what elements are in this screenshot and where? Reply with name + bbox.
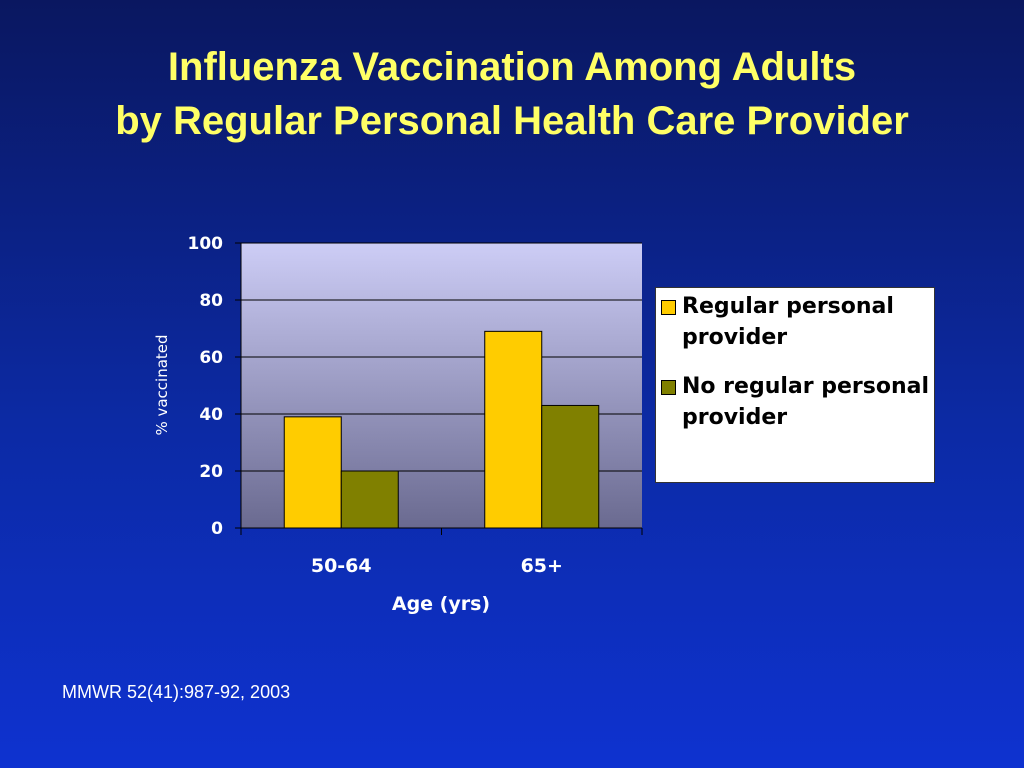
legend-label-regular: Regular personal provider: [682, 294, 894, 350]
y-tick-label: 20: [199, 462, 223, 482]
bar-no-regular-50-64: [340, 470, 399, 529]
axes: [235, 242, 643, 535]
category-labels: 50-64 65+: [311, 555, 563, 577]
title-line-2: by Regular Personal Health Care Provider: [115, 99, 909, 143]
x-category-label: 65+: [521, 555, 563, 577]
y-axis-title: % vaccinated: [153, 334, 171, 435]
y-tick-label: 100: [188, 234, 224, 254]
bar-regular-65+: [484, 330, 543, 529]
legend-item-no-regular: No regular personal provider: [661, 371, 934, 433]
bars: [283, 330, 600, 529]
x-axis-title: Age (yrs): [392, 593, 490, 615]
legend-label-no-regular: No regular personal provider: [682, 374, 930, 430]
legend-swatch-no-regular: [661, 380, 676, 395]
y-tick-label: 40: [199, 405, 223, 425]
bar-no-regular-65+: [541, 404, 600, 529]
source-citation: MMWR 52(41):987-92, 2003: [62, 682, 291, 702]
legend-swatch-regular: [661, 300, 676, 315]
slide-title: Influenza Vaccination Among Adults by Re…: [0, 40, 1024, 148]
y-tick-label: 80: [199, 291, 223, 311]
tick-labels: 0 20 40 60 80 100: [188, 234, 224, 539]
y-tick-label: 0: [211, 519, 223, 539]
x-category-label: 50-64: [311, 555, 372, 577]
bar-regular-50-64: [283, 416, 342, 529]
chart-legend: Regular personal provider No regular per…: [655, 287, 935, 483]
y-tick-label: 60: [199, 348, 223, 368]
legend-item-regular: Regular personal provider: [661, 291, 934, 353]
title-line-1: Influenza Vaccination Among Adults: [167, 45, 857, 89]
